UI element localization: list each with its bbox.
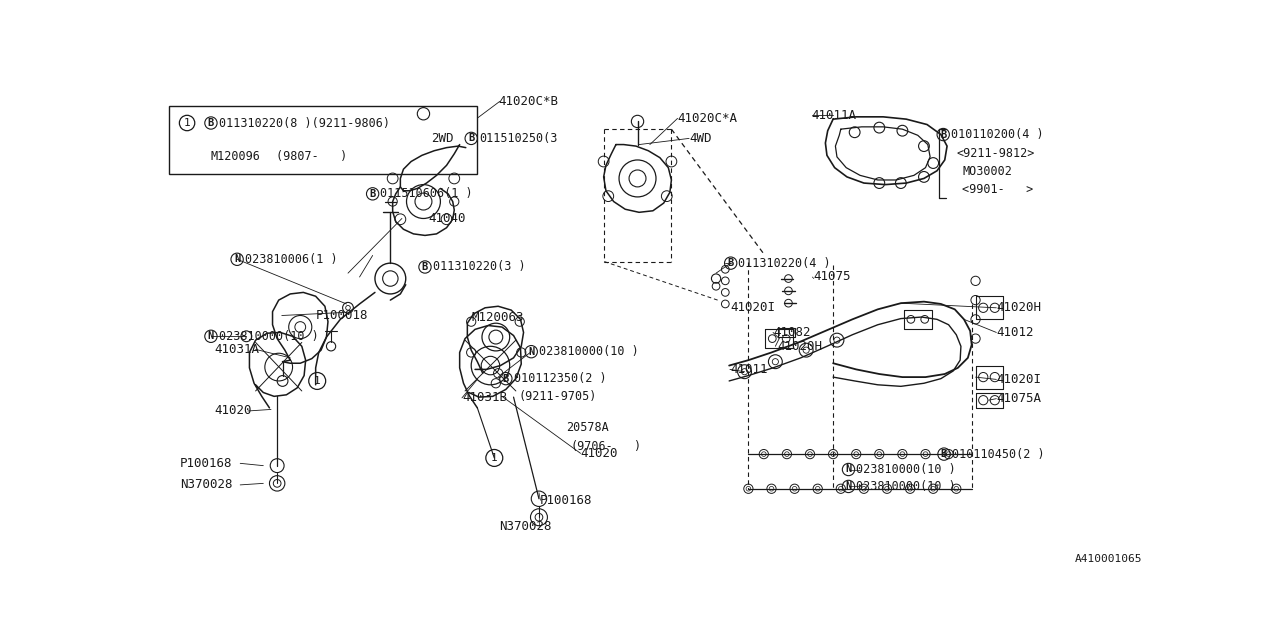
Text: N: N	[529, 347, 534, 356]
Text: 011310220(4 ): 011310220(4 )	[739, 257, 831, 269]
Text: 1: 1	[184, 118, 191, 128]
Text: 4WD: 4WD	[689, 132, 712, 145]
Text: M120063: M120063	[472, 310, 525, 324]
Text: (9211-9705): (9211-9705)	[518, 390, 598, 403]
Text: 1: 1	[314, 376, 320, 386]
Text: N: N	[234, 254, 241, 264]
Text: 41020: 41020	[214, 404, 251, 417]
Text: 41020I: 41020I	[730, 301, 774, 314]
Text: 41012: 41012	[996, 326, 1034, 339]
Text: 41082: 41082	[773, 326, 810, 339]
Text: 41011A: 41011A	[812, 109, 856, 122]
Text: 41020H: 41020H	[996, 301, 1042, 314]
Text: 41031A: 41031A	[214, 343, 259, 356]
Text: 1: 1	[492, 453, 498, 463]
Text: ): )	[632, 440, 640, 453]
Text: (9706-: (9706-	[571, 440, 613, 453]
Text: 023810006(1 ): 023810006(1 )	[244, 253, 338, 266]
Text: A410001065: A410001065	[1075, 554, 1143, 564]
Text: 023810000(10 ): 023810000(10 )	[539, 345, 639, 358]
Text: 41020C*A: 41020C*A	[677, 112, 737, 125]
Text: P100018: P100018	[316, 309, 369, 322]
Text: N: N	[207, 332, 214, 341]
Text: 41020C*B: 41020C*B	[498, 95, 558, 108]
Bar	[169, 106, 477, 174]
Text: MO30002: MO30002	[963, 165, 1012, 178]
Text: 41020I: 41020I	[996, 373, 1042, 386]
Text: 41020: 41020	[581, 447, 618, 460]
Text: 011310220(3 ): 011310220(3 )	[433, 260, 525, 273]
Text: 010112350(2 ): 010112350(2 )	[513, 372, 607, 385]
Text: 41040: 41040	[428, 212, 466, 225]
Text: B: B	[727, 258, 733, 268]
Text: (9807-   ): (9807- )	[276, 150, 348, 163]
Text: B: B	[468, 133, 475, 143]
Text: 20578A: 20578A	[566, 420, 609, 434]
Text: B: B	[941, 449, 947, 459]
Text: 41075A: 41075A	[996, 392, 1042, 405]
Text: N370028: N370028	[180, 479, 233, 492]
Text: B: B	[370, 189, 376, 199]
Text: 010110200(4 ): 010110200(4 )	[951, 128, 1043, 141]
Text: B: B	[207, 118, 214, 128]
Text: 010110450(2 ): 010110450(2 )	[952, 447, 1044, 461]
Text: P100168: P100168	[540, 494, 593, 507]
Text: 023810000(10 ): 023810000(10 )	[856, 463, 956, 476]
Text: 41011: 41011	[730, 363, 768, 376]
Text: <9211-9812>: <9211-9812>	[956, 147, 1034, 160]
Text: 023810000(10 ): 023810000(10 )	[856, 480, 956, 493]
Text: 41020H: 41020H	[777, 340, 822, 353]
Text: P100168: P100168	[180, 457, 233, 470]
Text: 011310220(8 )(9211-9806): 011310220(8 )(9211-9806)	[219, 116, 389, 129]
Text: 2WD: 2WD	[431, 132, 453, 145]
Text: <9901-   >: <9901- >	[963, 182, 1034, 196]
Text: N: N	[845, 465, 851, 474]
Text: N370028: N370028	[499, 520, 552, 533]
Text: 41031B: 41031B	[462, 392, 507, 404]
Text: 011510606(1 ): 011510606(1 )	[380, 188, 474, 200]
Text: 011510250(3: 011510250(3	[479, 132, 557, 145]
Text: B: B	[422, 262, 428, 272]
Text: 41075: 41075	[814, 271, 851, 284]
Text: B: B	[503, 374, 509, 383]
Text: N: N	[845, 481, 851, 492]
Text: M120096: M120096	[211, 150, 261, 163]
Text: B: B	[940, 129, 946, 140]
Text: 023810000(10 ): 023810000(10 )	[219, 330, 319, 343]
